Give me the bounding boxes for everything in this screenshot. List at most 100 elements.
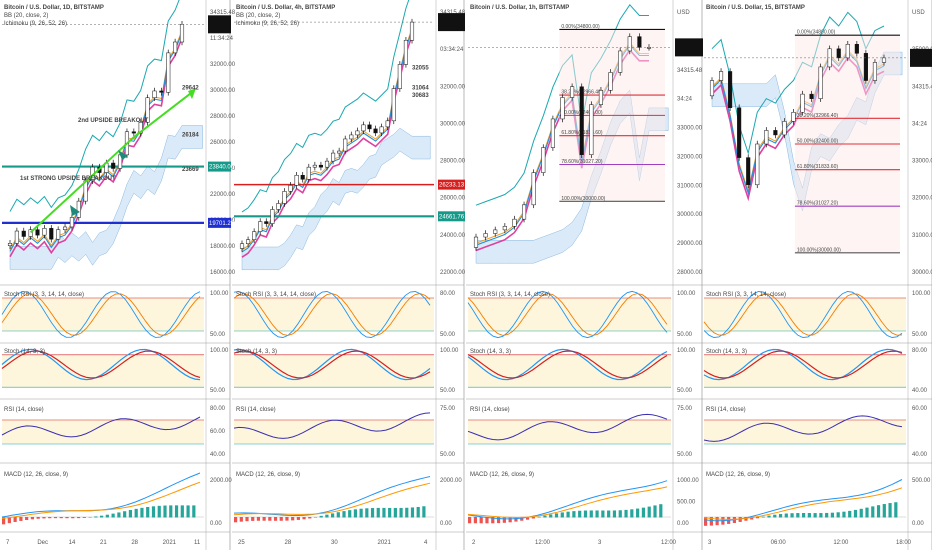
time-axis-label: 12:00: [833, 540, 849, 546]
ichimoku-cloud: [241, 127, 431, 271]
price-tag: [208, 217, 231, 228]
macd-histogram-bar: [859, 508, 863, 518]
macd-histogram-bar: [653, 505, 657, 518]
oscillator-axis-label: 50.00: [210, 332, 226, 338]
stoch-d: [703, 350, 903, 379]
macd-histogram-bar: [630, 509, 634, 518]
overbought-zone: [468, 420, 671, 444]
macd-histogram-bar: [659, 504, 663, 518]
candle: [502, 226, 507, 231]
fib-label: 61.80%(31833.60): [797, 164, 838, 170]
time-axis-label: 12:00: [535, 540, 551, 546]
time-axis-label: 12:00: [661, 540, 677, 546]
ichimoku-indicator-label: Ichimoku (9, 26, 52, 26): [4, 21, 67, 27]
rsi-line: [703, 415, 903, 442]
macd-histogram-bar: [549, 514, 553, 518]
macd-histogram-bar: [807, 513, 811, 518]
fib-label: 38.20%(32966.40): [797, 113, 838, 119]
rsi-line: [467, 413, 668, 441]
time-axis-label: 2021: [378, 540, 392, 546]
candle: [288, 185, 293, 192]
candle: [111, 162, 116, 169]
macd-pane: MACD (12, 26, close, 9) 500.00 0.00: [703, 472, 931, 527]
overbought-zone: [234, 420, 434, 444]
rsi-pane: RSI (14, close) 60.00 40.00: [703, 406, 928, 458]
signal-line: [233, 482, 431, 516]
candle: [179, 24, 185, 43]
macd-histogram-bar: [128, 510, 133, 518]
candle: [379, 126, 384, 134]
macd-histogram-bar: [618, 510, 622, 518]
macd-histogram-bar: [704, 517, 708, 526]
macd-pane: MACD (12, 26, close, 9) 2000.00 0.00: [233, 472, 462, 527]
macd-histogram-bar: [485, 517, 489, 524]
macd-pane: MACD (12, 26, close, 9) 2000.00 0.00: [1, 472, 232, 527]
price-axis-label: 30000.00: [677, 212, 703, 218]
candle: [367, 124, 372, 130]
macd-histogram-bar: [140, 507, 144, 518]
price-axis-label: 32000.00: [677, 154, 703, 160]
macd-histogram-bar: [583, 510, 588, 518]
macd-histogram-bar: [111, 513, 115, 518]
macd-histogram-bar: [836, 512, 840, 518]
macd-histogram-bar: [36, 517, 40, 519]
price-axis-label: 03:34:24: [440, 47, 464, 53]
oscillator-axis-label: 60.00: [912, 406, 928, 412]
oscillator-axis-label: 100.00: [677, 291, 696, 297]
time-axis-label: 3: [708, 540, 712, 546]
macd-histogram-bar: [825, 512, 829, 518]
ichimoku-cloud: [9, 125, 203, 270]
price-tag-label: 26233.13: [439, 183, 465, 189]
macd-histogram-bar: [767, 515, 771, 518]
macd-histogram-bar: [508, 517, 512, 523]
candle: [343, 138, 348, 152]
macd-histogram-bar: [755, 517, 760, 519]
macd-axis-label: 500.00: [912, 478, 931, 484]
macd-histogram-bar: [59, 517, 63, 519]
macd-histogram-bar: [53, 517, 58, 519]
macd-histogram-bar: [174, 505, 179, 518]
stoch-d: [467, 350, 668, 379]
macd-histogram-bar: [853, 509, 858, 518]
indicator-label: Stoch (14, 3, 3): [4, 349, 45, 355]
macd-histogram-bar: [560, 512, 564, 518]
signal-line: [1, 481, 201, 519]
time-axis-label: 14: [69, 540, 76, 546]
macd-histogram-bar: [520, 517, 524, 521]
oscillator-axis-label: 50.00: [677, 388, 693, 394]
macd-histogram-bar: [393, 507, 397, 518]
current-price-tag: [208, 15, 231, 34]
price-axis-label: 11:34:24: [210, 36, 234, 42]
candle: [483, 233, 488, 238]
price-tag-label: 23840.00: [209, 165, 235, 171]
oscillator-axis-label: 80.00: [912, 348, 928, 354]
macd-histogram-bar: [134, 508, 138, 518]
macd-histogram-bar: [48, 517, 52, 519]
fib-label: 78.60%(31027.20): [561, 159, 602, 165]
oscillator-axis-label: 50.00: [440, 332, 456, 338]
stoch-rsi-d: [467, 293, 668, 336]
annotation-2nd-breakout: 2nd UPSIDE BREAKOUT: [78, 118, 149, 124]
macd-histogram-bar: [71, 517, 75, 519]
stoch-pane: Stoch RSI (3, 3, 14, 14, close) 100.00 50.…: [467, 290, 696, 339]
price-axis-label: 34:24: [912, 121, 928, 127]
bb-indicator-label: BB (20, close, 2): [236, 13, 280, 19]
macd-histogram-bar: [94, 516, 98, 518]
macd-histogram-bar: [180, 505, 184, 518]
macd-histogram-bar: [554, 513, 559, 518]
price-axis-label: 26000.00: [440, 196, 466, 202]
candle: [473, 236, 479, 248]
macd-histogram-bar: [589, 510, 593, 518]
macd-histogram-bar: [842, 511, 846, 518]
panel-1: 2nd UPSIDE BREAKOUT 1st STRONG UPSIDE BRE…: [0, 0, 236, 550]
macd-histogram-bar: [279, 517, 283, 521]
macd-histogram-bar: [308, 517, 312, 519]
time-axis-label: 7: [6, 540, 10, 546]
candle: [391, 88, 396, 122]
macd-histogram-bar: [192, 505, 196, 518]
macd-histogram-bar: [422, 506, 426, 518]
macd-histogram-bar: [502, 517, 506, 523]
macd-histogram-bar: [365, 508, 369, 518]
macd-histogram-bar: [399, 507, 403, 518]
candle: [531, 172, 536, 206]
